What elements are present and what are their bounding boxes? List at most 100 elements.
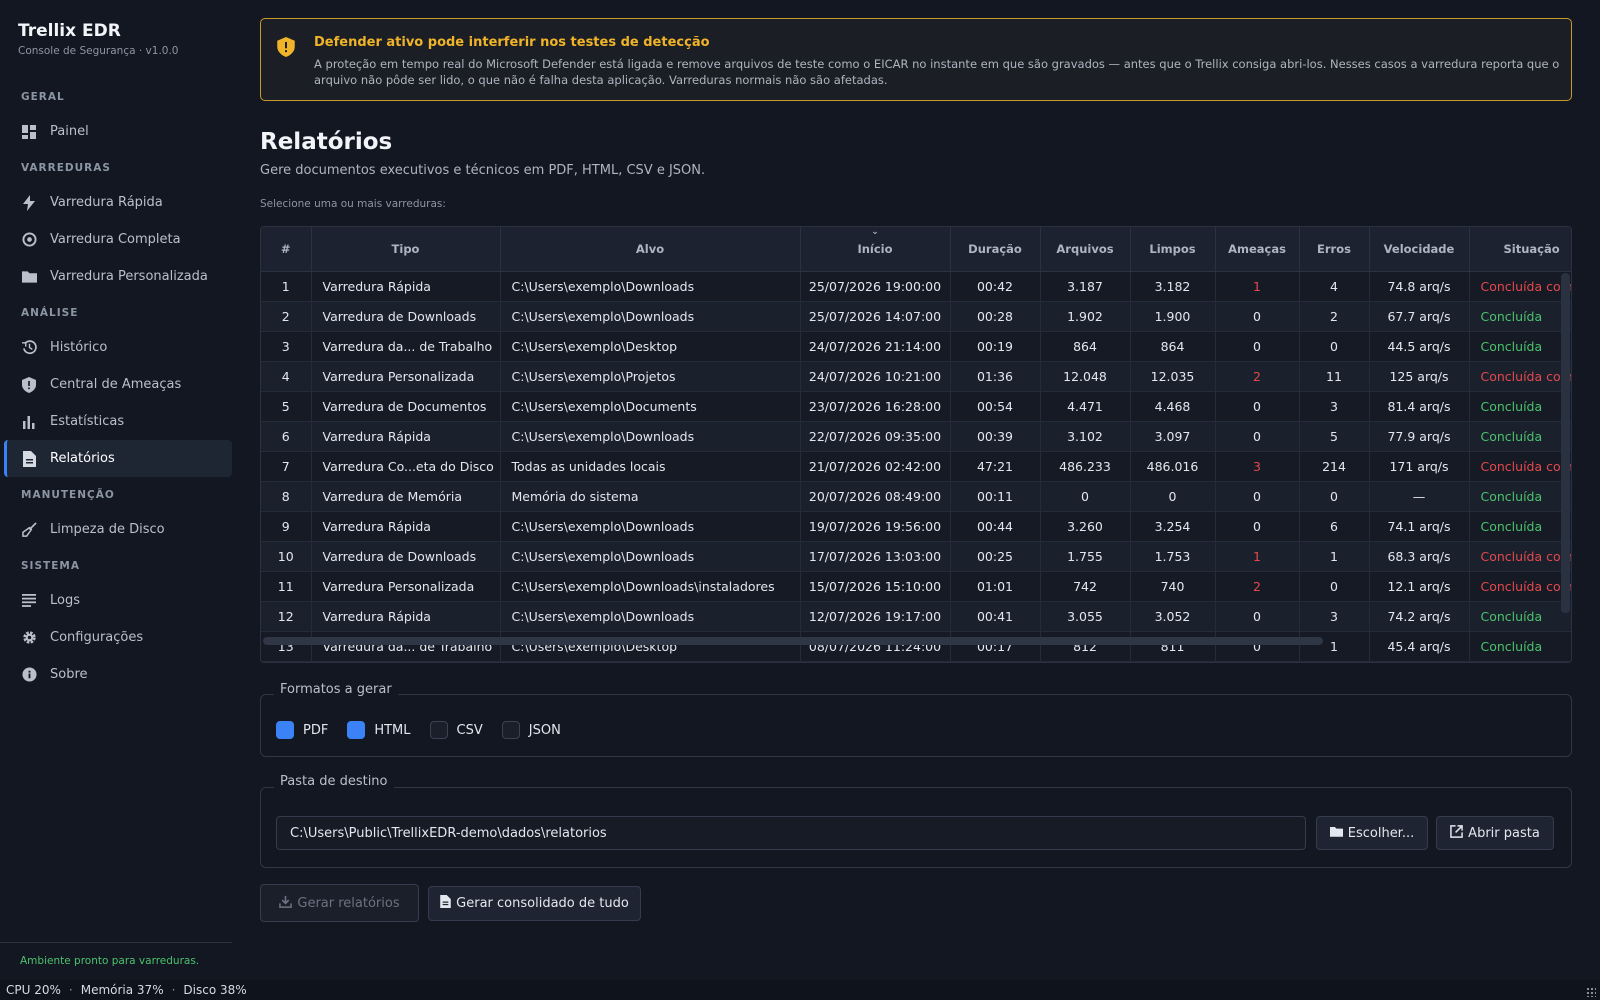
column-header-index[interactable]: # xyxy=(261,227,312,272)
cell-tipo: Varredura Co...eta do Disco xyxy=(311,451,501,482)
table-row[interactable]: 11 Varredura Personalizada C:\Users\exempl… xyxy=(261,571,1571,602)
nav-section-analise: ANÁLISE xyxy=(21,307,79,319)
table-row[interactable]: 4 Varredura Personalizada C:\Users\exemplo… xyxy=(261,361,1571,392)
sidebar-item-limpeza-disco[interactable]: Limpeza de Disco xyxy=(4,511,232,548)
external-link-icon xyxy=(1450,824,1463,842)
button-label: Abrir pasta xyxy=(1468,825,1540,841)
table-row[interactable]: 12 Varredura Rápida C:\Users\exemplo\Downl… xyxy=(261,601,1571,632)
checkbox-box xyxy=(347,721,366,739)
cell-tipo: Varredura Personalizada xyxy=(311,571,501,602)
page-subtitle: Gere documentos executivos e técnicos em… xyxy=(260,163,706,178)
cell-tipo: Varredura Rápida xyxy=(311,511,501,542)
column-header-duracao[interactable]: Duração xyxy=(950,227,1041,272)
table-row[interactable]: 10 Varredura de Downloads C:\Users\exemplo… xyxy=(261,541,1571,572)
cell-ameacas: 0 xyxy=(1215,301,1300,332)
sidebar-item-logs[interactable]: Logs xyxy=(4,582,232,619)
generate-reports-button[interactable]: Gerar relatórios xyxy=(260,884,419,922)
cell-tipo: Varredura Rápida xyxy=(311,421,501,452)
cell-limpos: 864 xyxy=(1130,331,1216,362)
cell-velocidade: 81.4 arq/s xyxy=(1369,391,1470,422)
cell-ameacas: 2 xyxy=(1215,571,1300,602)
cell-alvo: C:\Users\exemplo\Downloads xyxy=(500,511,801,542)
sidebar-item-configuracoes[interactable]: Configurações xyxy=(4,619,232,656)
cell-velocidade: — xyxy=(1369,481,1470,512)
gear-icon xyxy=(20,629,38,647)
table-row[interactable]: 3 Varredura da... de Trabalho C:\Users\exe… xyxy=(261,331,1571,362)
cell-tipo: Varredura Rápida xyxy=(311,601,501,632)
sidebar-item-varredura-rapida[interactable]: Varredura Rápida xyxy=(4,184,232,221)
table-row[interactable]: 6 Varredura Rápida C:\Users\exemplo\Downlo… xyxy=(261,421,1571,452)
table-row[interactable]: 5 Varredura de Documentos C:\Users\exemplo… xyxy=(261,391,1571,422)
column-header-limpos[interactable]: Limpos xyxy=(1130,227,1216,272)
cell-situacao: Concluída xyxy=(1469,301,1571,332)
generate-consolidated-button[interactable]: Gerar consolidado de tudo xyxy=(428,886,641,921)
cell-erros: 3 xyxy=(1299,391,1370,422)
choose-folder-button[interactable]: Escolher... xyxy=(1316,816,1428,850)
format-csv-checkbox[interactable]: CSV xyxy=(429,721,483,739)
resize-grip-icon[interactable] xyxy=(1586,987,1596,997)
destination-path-input[interactable] xyxy=(276,816,1306,850)
sidebar-item-relatorios[interactable]: Relatórios xyxy=(4,440,232,477)
column-header-velocidade[interactable]: Velocidade xyxy=(1369,227,1470,272)
warning-body: A proteção em tempo real do Microsoft De… xyxy=(314,57,1560,87)
table-horizontal-scrollbar[interactable] xyxy=(263,637,1323,645)
sidebar-item-varredura-personalizada[interactable]: Varredura Personalizada xyxy=(4,258,232,295)
format-html-checkbox[interactable]: HTML xyxy=(347,721,411,739)
sidebar-item-estatisticas[interactable]: Estatísticas xyxy=(4,403,232,440)
cell-velocidade: 68.3 arq/s xyxy=(1369,541,1470,572)
table-vertical-scrollbar[interactable] xyxy=(1561,273,1570,613)
memory-usage: Memória 37% xyxy=(80,983,164,997)
cell-situacao: Concluída xyxy=(1469,601,1571,632)
cell-index: 9 xyxy=(261,511,312,542)
column-header-erros[interactable]: Erros xyxy=(1299,227,1370,272)
cell-arquivos: 742 xyxy=(1040,571,1131,602)
shield-icon xyxy=(20,376,38,394)
scans-table[interactable]: # Tipo Alvo ⌄ Início Duração Arquivos Lim… xyxy=(260,226,1572,663)
cell-situacao: Concluída xyxy=(1469,391,1571,422)
cell-velocidade: 12.1 arq/s xyxy=(1369,571,1470,602)
brand: Trellix EDR Console de Segurança · v1.0.… xyxy=(18,21,178,57)
table-row[interactable]: 9 Varredura Rápida C:\Users\exemplo\Downlo… xyxy=(261,511,1571,542)
table-row[interactable]: 8 Varredura de Memória Memória do sistema 2… xyxy=(261,481,1571,512)
cell-limpos: 3.052 xyxy=(1130,601,1216,632)
table-row[interactable]: 2 Varredura de Downloads C:\Users\exemplo\… xyxy=(261,301,1571,332)
cell-situacao: Concluída com xyxy=(1469,571,1571,602)
cell-erros: 6 xyxy=(1299,511,1370,542)
format-pdf-checkbox[interactable]: PDF xyxy=(276,721,328,739)
column-header-inicio[interactable]: ⌄ Início xyxy=(800,227,951,272)
cell-limpos: 3.182 xyxy=(1130,271,1216,302)
table-row[interactable]: 13 Varredura da... de Trabalho C:\Users\ex… xyxy=(261,631,1571,662)
cell-velocidade: 125 arq/s xyxy=(1369,361,1470,392)
cell-velocidade: 74.8 arq/s xyxy=(1369,271,1470,302)
column-header-tipo[interactable]: Tipo xyxy=(311,227,501,272)
cell-situacao: Concluída xyxy=(1469,331,1571,362)
formats-group xyxy=(260,694,1572,757)
nav-section-varreduras: VARREDURAS xyxy=(21,162,111,174)
cell-duracao: 00:44 xyxy=(950,511,1041,542)
checkbox-label: JSON xyxy=(528,722,561,738)
sidebar-item-historico[interactable]: Histórico xyxy=(4,329,232,366)
cell-arquivos: 3.055 xyxy=(1040,601,1131,632)
cell-duracao: 00:28 xyxy=(950,301,1041,332)
column-header-situacao[interactable]: Situação xyxy=(1469,227,1571,272)
format-json-checkbox[interactable]: JSON xyxy=(501,721,561,739)
sidebar-item-sobre[interactable]: Sobre xyxy=(4,656,232,693)
separator: · xyxy=(171,983,176,997)
column-header-ameacas[interactable]: Ameaças xyxy=(1215,227,1300,272)
open-folder-button[interactable]: Abrir pasta xyxy=(1436,816,1554,850)
sidebar-item-painel[interactable]: Painel xyxy=(4,113,232,150)
cell-tipo: Varredura de Memória xyxy=(311,481,501,512)
cell-alvo: C:\Users\exemplo\Downloads xyxy=(500,271,801,302)
cell-limpos: 12.035 xyxy=(1130,361,1216,392)
nav-section-geral: GERAL xyxy=(21,91,65,103)
column-header-alvo[interactable]: Alvo xyxy=(500,227,801,272)
table-row[interactable]: 7 Varredura Co...eta do Disco Todas as uni… xyxy=(261,451,1571,482)
table-row[interactable]: 1 Varredura Rápida C:\Users\exemplo\Downlo… xyxy=(261,271,1571,302)
cell-alvo: Memória do sistema xyxy=(500,481,801,512)
cell-alvo: C:\Users\exemplo\Downloads xyxy=(500,541,801,572)
sidebar-item-varredura-completa[interactable]: Varredura Completa xyxy=(4,221,232,258)
column-header-arquivos[interactable]: Arquivos xyxy=(1040,227,1131,272)
cell-duracao: 00:25 xyxy=(950,541,1041,572)
sidebar-item-central-ameacas[interactable]: Central de Ameaças xyxy=(4,366,232,403)
folder-icon xyxy=(1329,826,1343,841)
